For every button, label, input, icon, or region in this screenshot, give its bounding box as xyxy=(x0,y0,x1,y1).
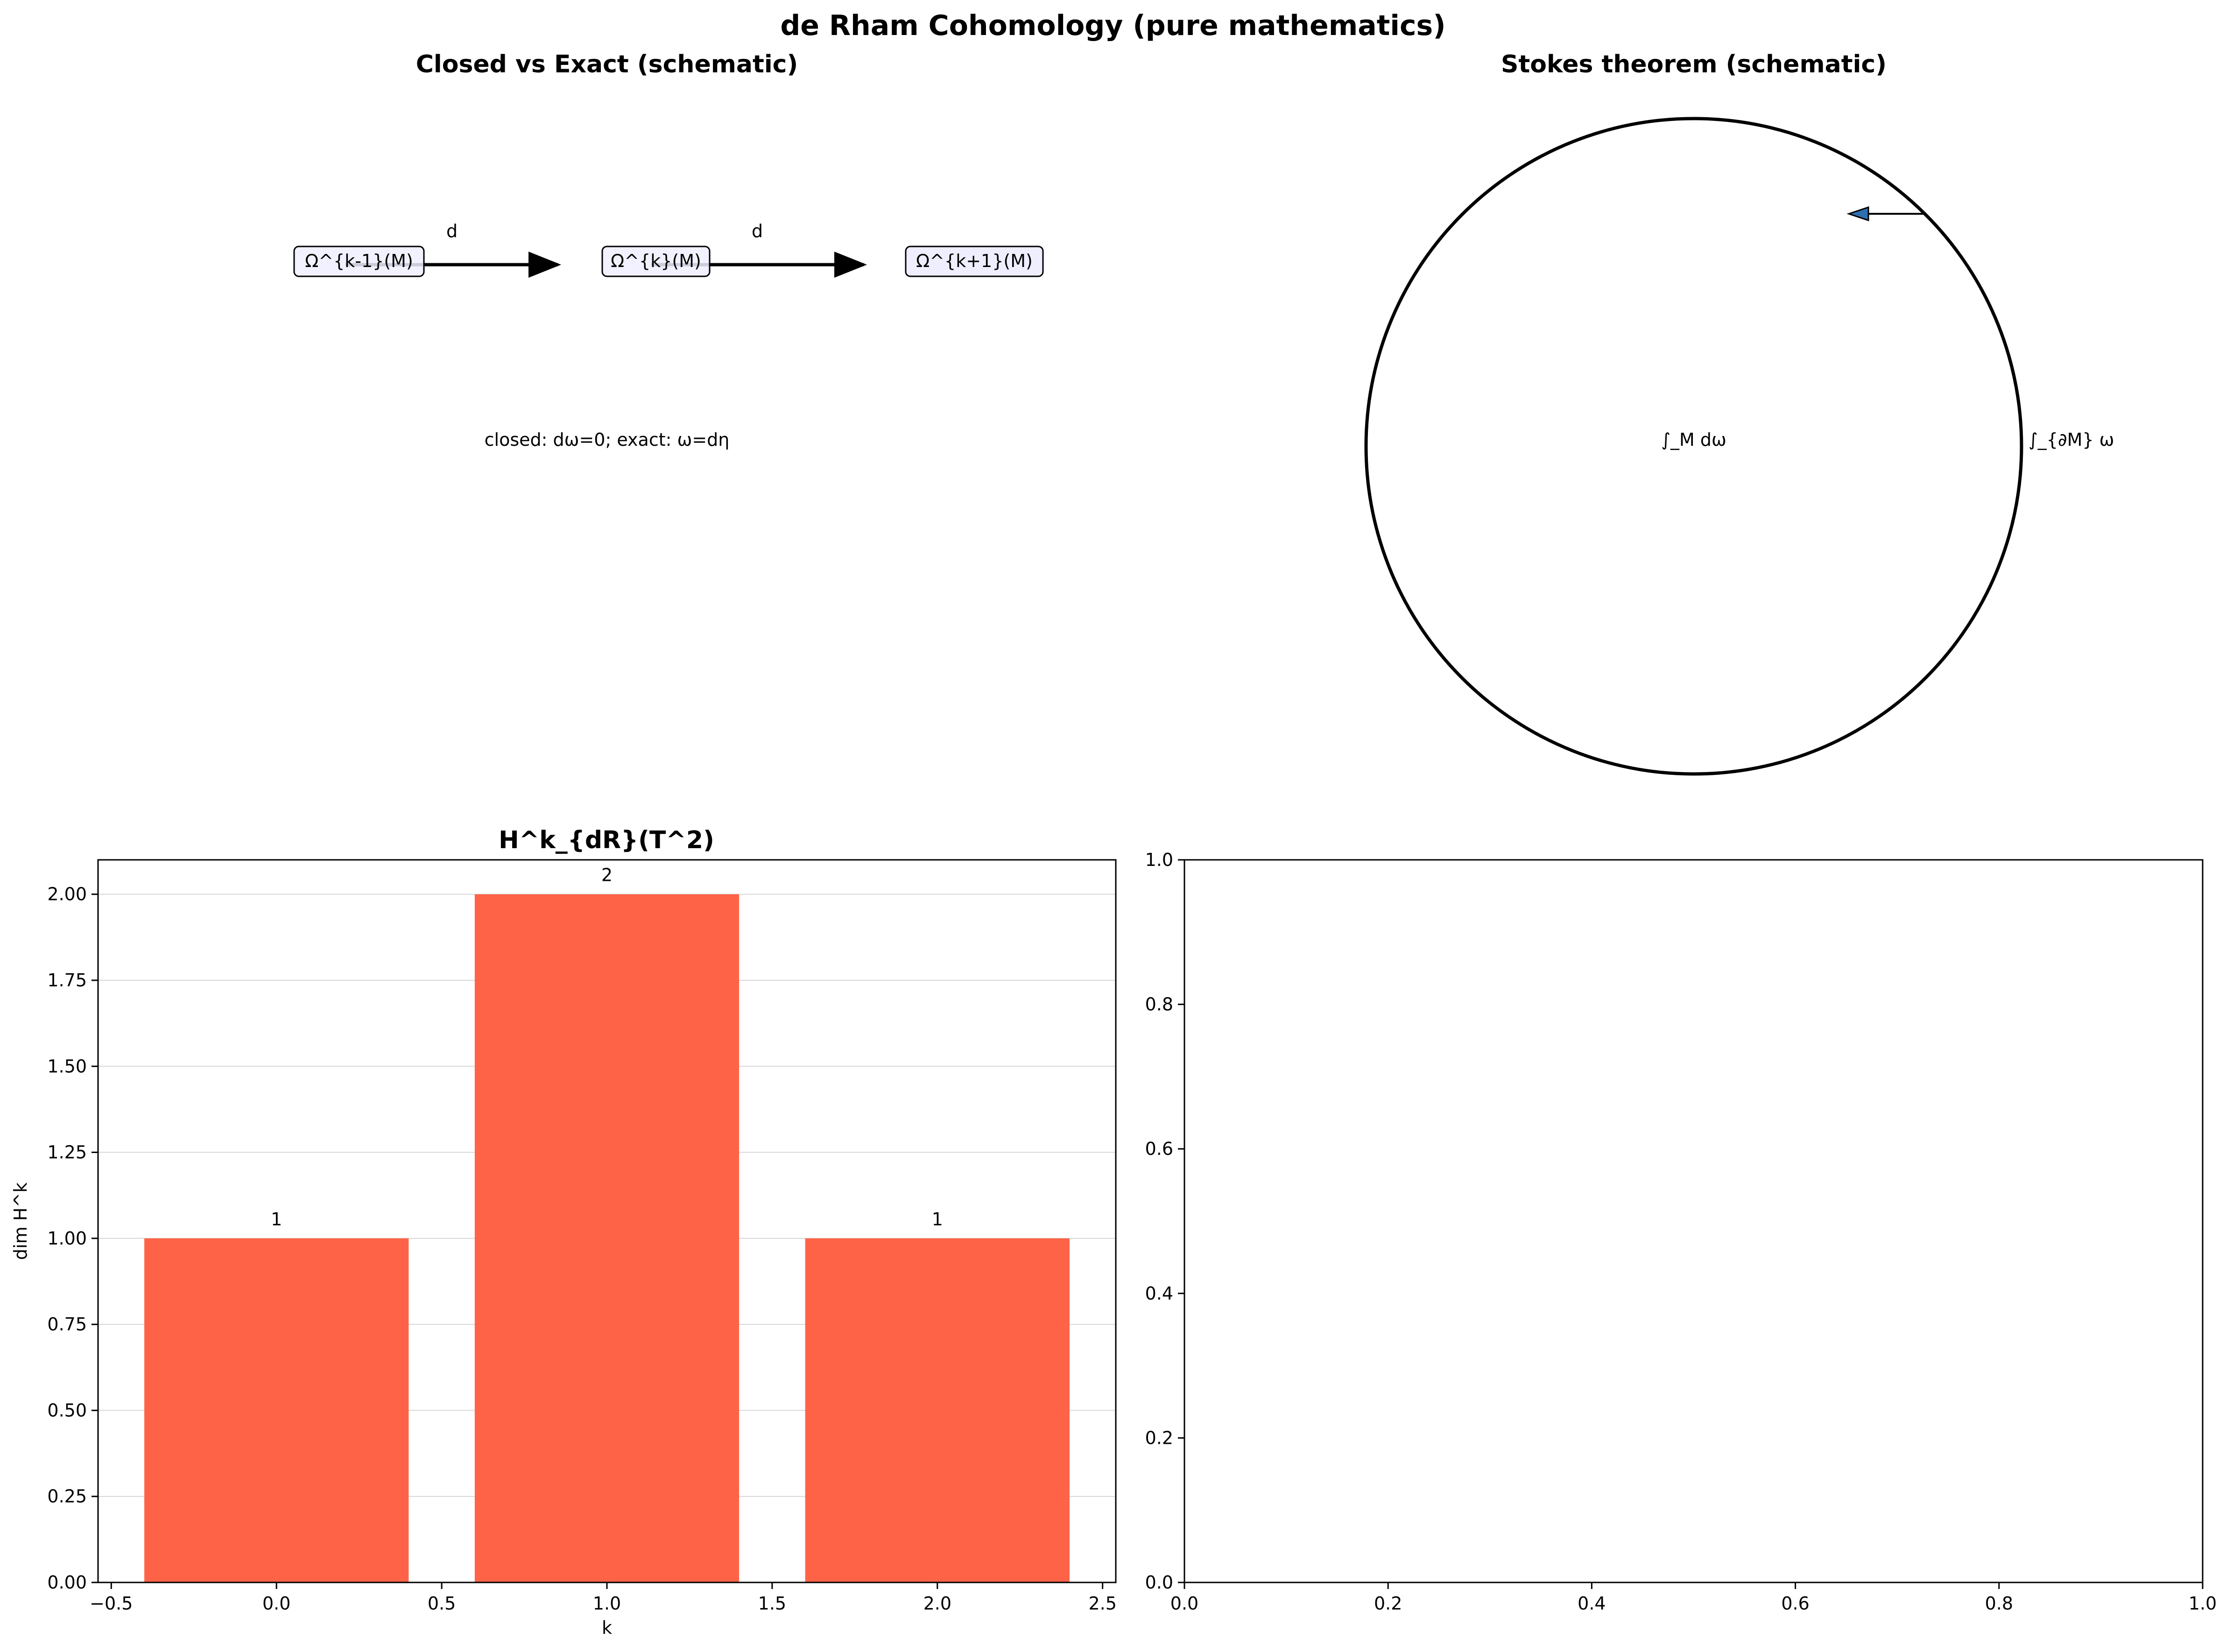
y-tick-label: 0.8 xyxy=(1145,994,1173,1015)
x-tick-label: 0.0 xyxy=(1170,1593,1198,1614)
node-omega-k-minus-1: Ω^{k-1}(M) xyxy=(293,246,425,277)
bar xyxy=(144,1238,409,1582)
x-tick-label: −0.5 xyxy=(90,1593,133,1614)
bar-chart-axes-frame xyxy=(97,859,1117,1583)
closed-exact-caption: closed: dω=0; exact: ω=dη xyxy=(485,429,730,450)
empty-axes-panel: 0.0 0.2 0.4 0.6 0.8 1.0 0.0 0.2 0.4 0.6 0.8 1.0 xyxy=(1145,850,2217,1614)
closed-exact-panel: Closed vs Exact (schematic) d d Ω^{k-1}(… xyxy=(293,50,1044,450)
d-arrow-label-2: d xyxy=(752,221,763,241)
x-tick-label: 1.0 xyxy=(593,1593,621,1614)
y-tick-label: 1.0 xyxy=(1145,850,1173,870)
y-tick-label: 0.4 xyxy=(1145,1283,1173,1304)
empty-axes-x-ticks: 0.0 0.2 0.4 0.6 0.8 1.0 xyxy=(1170,1582,2217,1614)
y-tick-label: 0.0 xyxy=(1145,1572,1173,1593)
x-tick-label: 1.5 xyxy=(758,1593,786,1614)
d-arrow-label-1: d xyxy=(446,221,458,241)
node-omega-k-minus-1-label: Ω^{k-1}(M) xyxy=(305,251,413,271)
closed-exact-title: Closed vs Exact (schematic) xyxy=(416,50,798,78)
stokes-interior-label: ∫_M dω xyxy=(1661,429,1726,450)
y-tick-label: 0.00 xyxy=(47,1572,87,1593)
x-tick-label: 0.4 xyxy=(1578,1593,1606,1614)
stokes-panel: Stokes theorem (schematic) ∫_M dω ∫_{∂M}… xyxy=(1364,50,2114,776)
manifold-circle xyxy=(1364,117,2023,776)
empty-axes-frame xyxy=(1183,859,2204,1583)
bar-chart-value-labels: 1 2 1 xyxy=(271,865,943,1230)
bar-value-label: 1 xyxy=(932,1209,943,1230)
x-tick-label: 0.8 xyxy=(1985,1593,2013,1614)
x-tick-label: 0.0 xyxy=(262,1593,290,1614)
figure-suptitle: de Rham Cohomology (pure mathematics) xyxy=(780,9,1445,42)
bar-chart-title: H^k_{dR}(T^2) xyxy=(499,826,714,854)
y-tick-label: 1.50 xyxy=(47,1056,87,1076)
bar-chart-panel: H^k_{dR}(T^2) 1 2 1 0.00 0.25 0.50 0.75 1.00 1.… xyxy=(10,826,1117,1638)
stokes-title: Stokes theorem (schematic) xyxy=(1501,50,1887,78)
y-tick-label: 0.50 xyxy=(47,1400,87,1420)
x-tick-label: 0.5 xyxy=(428,1593,456,1614)
node-omega-k-plus-1-label: Ω^{k+1}(M) xyxy=(916,251,1033,271)
bar-value-label: 1 xyxy=(271,1209,282,1230)
y-tick-label: 1.75 xyxy=(47,970,87,991)
x-tick-label: 0.2 xyxy=(1374,1593,1402,1614)
node-omega-k-plus-1: Ω^{k+1}(M) xyxy=(905,246,1044,277)
bar xyxy=(805,1238,1070,1582)
x-tick-label: 2.5 xyxy=(1088,1593,1116,1614)
y-tick-label: 0.75 xyxy=(47,1314,87,1335)
empty-axes-y-ticks: 0.0 0.2 0.4 0.6 0.8 1.0 xyxy=(1145,850,1184,1593)
x-tick-label: 0.6 xyxy=(1781,1593,1809,1614)
stokes-boundary-label: ∫_{∂M} ω xyxy=(2029,429,2114,450)
y-tick-label: 0.25 xyxy=(47,1486,87,1507)
bar-chart-bars xyxy=(144,894,1070,1582)
x-tick-label: 2.0 xyxy=(923,1593,951,1614)
bar-value-label: 2 xyxy=(601,865,613,886)
bar-chart-x-ticks: −0.5 0.0 0.5 1.0 1.5 2.0 2.5 xyxy=(90,1582,1117,1614)
y-tick-label: 1.00 xyxy=(47,1228,87,1249)
y-tick-label: 2.00 xyxy=(47,884,87,905)
node-omega-k: Ω^{k}(M) xyxy=(601,246,711,277)
boundary-orientation-arrow xyxy=(1846,206,1869,222)
node-omega-k-label: Ω^{k}(M) xyxy=(611,251,701,271)
bar-chart-y-label: dim H^k xyxy=(10,1182,31,1260)
bar xyxy=(474,894,740,1582)
y-tick-label: 1.25 xyxy=(47,1142,87,1163)
bar-chart-y-ticks: 0.00 0.25 0.50 0.75 1.00 1.25 1.50 1.75 2.00 xyxy=(47,884,98,1593)
y-tick-label: 0.2 xyxy=(1145,1427,1173,1448)
y-tick-label: 0.6 xyxy=(1145,1139,1173,1159)
bar-chart-x-label: k xyxy=(602,1617,612,1638)
x-tick-label: 1.0 xyxy=(2189,1593,2217,1614)
